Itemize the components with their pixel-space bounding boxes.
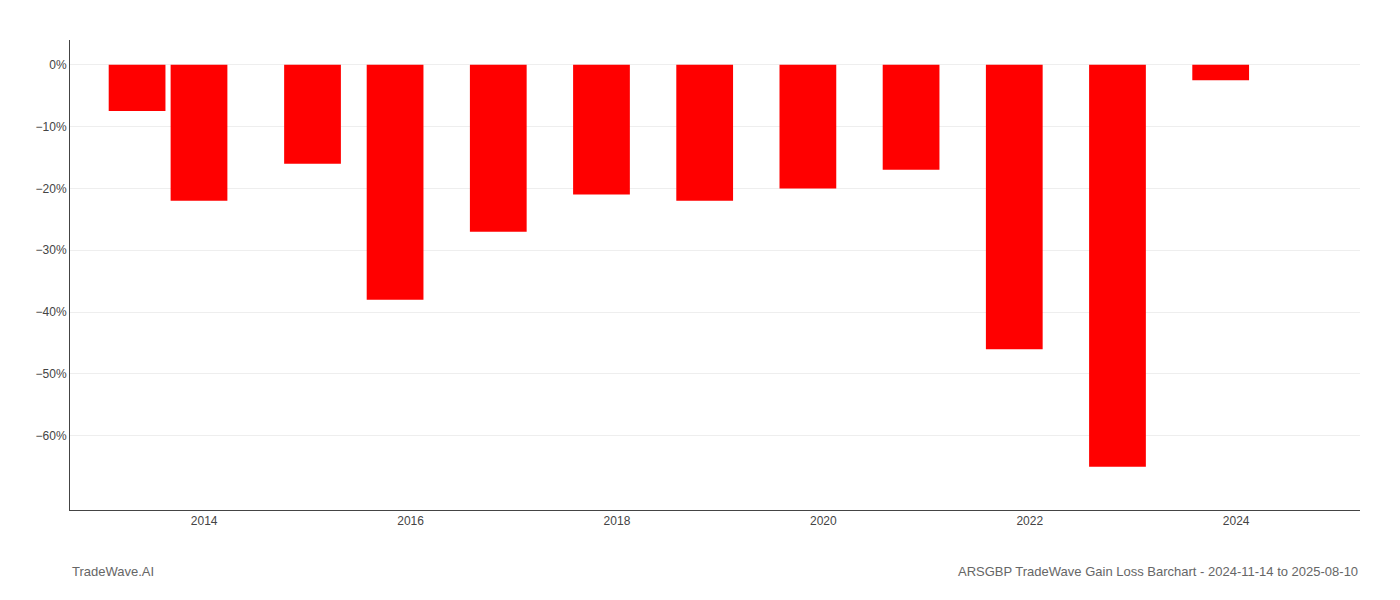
- svg-text:−20%: −20%: [36, 182, 67, 196]
- svg-text:TradeWave.AI: TradeWave.AI: [72, 564, 154, 579]
- svg-text:−10%: −10%: [36, 120, 67, 134]
- svg-text:2014: 2014: [191, 514, 218, 528]
- svg-text:2016: 2016: [397, 514, 424, 528]
- svg-text:2020: 2020: [810, 514, 837, 528]
- svg-text:−40%: −40%: [36, 305, 67, 319]
- svg-text:2022: 2022: [1016, 514, 1043, 528]
- svg-text:−30%: −30%: [36, 243, 67, 257]
- svg-text:2024: 2024: [1223, 514, 1250, 528]
- svg-text:−60%: −60%: [36, 429, 67, 443]
- svg-text:0%: 0%: [49, 58, 67, 72]
- svg-text:ARSGBP TradeWave Gain Loss Bar: ARSGBP TradeWave Gain Loss Barchart - 20…: [958, 564, 1358, 579]
- svg-text:−50%: −50%: [36, 367, 67, 381]
- svg-text:2018: 2018: [604, 514, 631, 528]
